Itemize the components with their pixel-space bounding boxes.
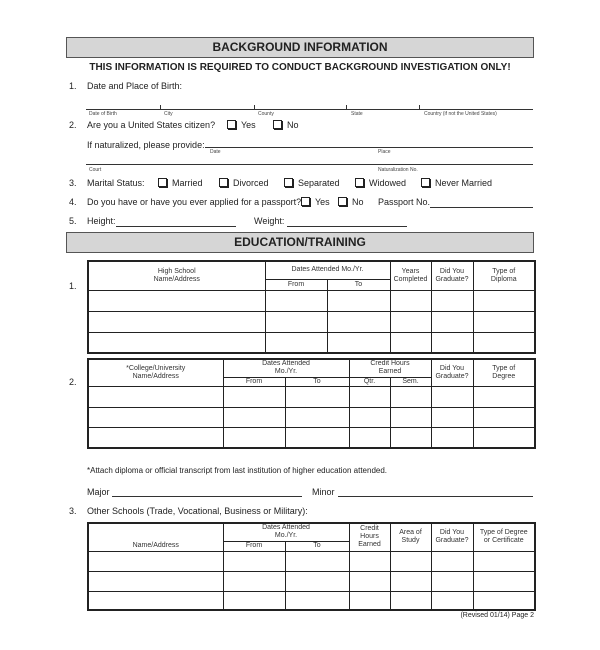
section-header-background: BACKGROUND INFORMATION xyxy=(66,37,534,58)
checkbox[interactable] xyxy=(273,120,282,129)
naturalized-line[interactable] xyxy=(205,147,533,148)
q1-num: 1. xyxy=(69,81,77,91)
field-label: Naturalization No. xyxy=(378,167,418,173)
naturalized-label: If naturalized, please provide: xyxy=(87,140,205,150)
minor-label: Minor xyxy=(312,487,335,497)
college-table: *College/University Name/Address Dates At… xyxy=(87,358,536,449)
notice: THIS INFORMATION IS REQUIRED TO CONDUCT … xyxy=(89,62,511,73)
passport-label: Passport No. xyxy=(378,197,431,207)
other-schools-label: Other Schools (Trade, Vocational, Busine… xyxy=(87,506,308,516)
birth-line[interactable] xyxy=(86,109,533,110)
field-label: State xyxy=(351,111,363,117)
field-label: Country (if not the United States) xyxy=(424,111,497,117)
q1-label: Date and Place of Birth: xyxy=(87,81,183,91)
major-line[interactable] xyxy=(112,496,302,497)
citizen-yes[interactable]: Yes xyxy=(227,120,256,130)
table-row[interactable] xyxy=(87,310,536,333)
t1-num: 1. xyxy=(69,281,77,291)
height-label: Height: xyxy=(87,216,116,226)
q3-edu-num: 3. xyxy=(69,506,77,516)
table-row[interactable] xyxy=(87,406,536,428)
page-footer: (Revised 01/14) Page 2 xyxy=(460,612,534,619)
q2-label: Are you a United States citizen? xyxy=(87,120,216,130)
table-row[interactable] xyxy=(87,331,536,354)
q3-label: Marital Status: xyxy=(87,178,145,188)
height-line[interactable] xyxy=(116,226,236,227)
passport-yes[interactable]: Yes xyxy=(301,197,330,207)
table-row[interactable] xyxy=(87,550,536,572)
option-widowed[interactable]: Widowed xyxy=(355,178,406,188)
option-divorced[interactable]: Divorced xyxy=(219,178,269,188)
weight-line[interactable] xyxy=(287,226,407,227)
q4-num: 4. xyxy=(69,197,77,207)
t2-num: 2. xyxy=(69,377,77,387)
section-header-education: EDUCATION/TRAINING xyxy=(66,232,534,253)
field-label: County xyxy=(258,111,274,117)
option-married[interactable]: Married xyxy=(158,178,203,188)
other-schools-table: Name/Address Dates Attended Mo./Yr. Credit… xyxy=(87,522,536,611)
q4-label: Do you have or have you ever applied for… xyxy=(87,197,302,207)
weight-label: Weight: xyxy=(254,216,285,226)
option-separated[interactable]: Separated xyxy=(284,178,340,188)
transcript-note: *Attach diploma or official transcript f… xyxy=(87,466,388,475)
table-row[interactable] xyxy=(87,385,536,408)
field-label: Date of Birth xyxy=(89,111,117,117)
high-school-table: High School Name/Address Dates Attended M… xyxy=(87,260,536,354)
option-never-married[interactable]: Never Married xyxy=(421,178,492,188)
table-row[interactable] xyxy=(87,426,536,449)
major-label: Major xyxy=(87,487,110,497)
table-row[interactable] xyxy=(87,590,536,611)
field-label: Place xyxy=(378,149,391,155)
minor-line[interactable] xyxy=(338,496,533,497)
field-label: Date xyxy=(210,149,221,155)
field-label: Court xyxy=(89,167,102,173)
citizen-no[interactable]: No xyxy=(273,120,299,130)
table-row[interactable] xyxy=(87,570,536,592)
table-row[interactable] xyxy=(87,289,536,312)
q5-num: 5. xyxy=(69,216,77,226)
checkbox[interactable] xyxy=(227,120,236,129)
q2-num: 2. xyxy=(69,120,77,130)
passport-line[interactable] xyxy=(430,207,533,208)
court-line[interactable] xyxy=(86,164,533,165)
field-label: City xyxy=(164,111,173,117)
q3-num: 3. xyxy=(69,178,77,188)
passport-no[interactable]: No xyxy=(338,197,364,207)
